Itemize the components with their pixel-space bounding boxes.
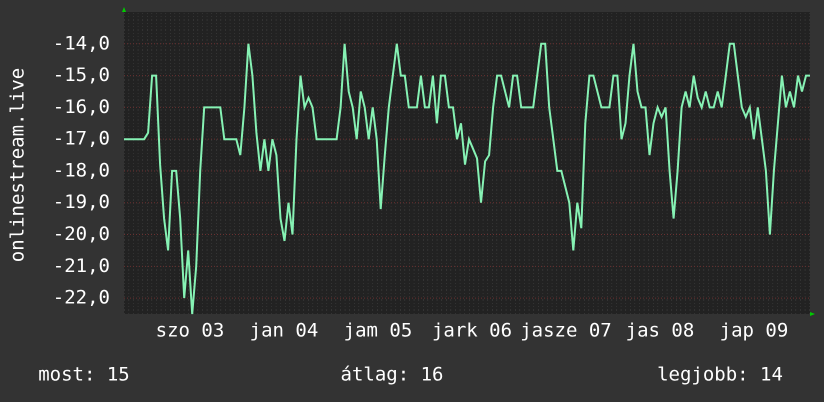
x-tick-label: jap 09 (720, 320, 789, 342)
y-tick-label: -14,0 (53, 32, 110, 54)
x-tick-label: jam 05 (344, 320, 413, 342)
x-tick-label: jark 06 (432, 320, 512, 342)
y-axis-label: onlinestream.live (7, 68, 29, 262)
x-tick-label: szo 03 (156, 320, 225, 342)
y-tick-label: -21,0 (53, 255, 110, 277)
y-tick-label: -16,0 (53, 96, 110, 118)
footer-stat: most: 15 (38, 364, 130, 386)
data-line (124, 42, 810, 315)
minor-grid (124, 12, 810, 314)
footer-stat: legjobb: 14 (657, 364, 783, 386)
x-tick-label: jasze 07 (520, 320, 612, 342)
y-tick-label: -19,0 (53, 191, 110, 213)
y-tick-label: -20,0 (53, 223, 110, 245)
y-tick-label: -22,0 (53, 287, 110, 309)
axis-arrow (122, 7, 126, 12)
x-tick-label: jas 08 (626, 320, 695, 342)
axis-arrow (810, 312, 815, 316)
y-tick-label: -15,0 (53, 64, 110, 86)
y-tick-label: -18,0 (53, 159, 110, 181)
x-tick-label: jan 04 (250, 320, 319, 342)
y-tick-label: -17,0 (53, 128, 110, 150)
footer-stat: átlag: 16 (341, 364, 444, 386)
